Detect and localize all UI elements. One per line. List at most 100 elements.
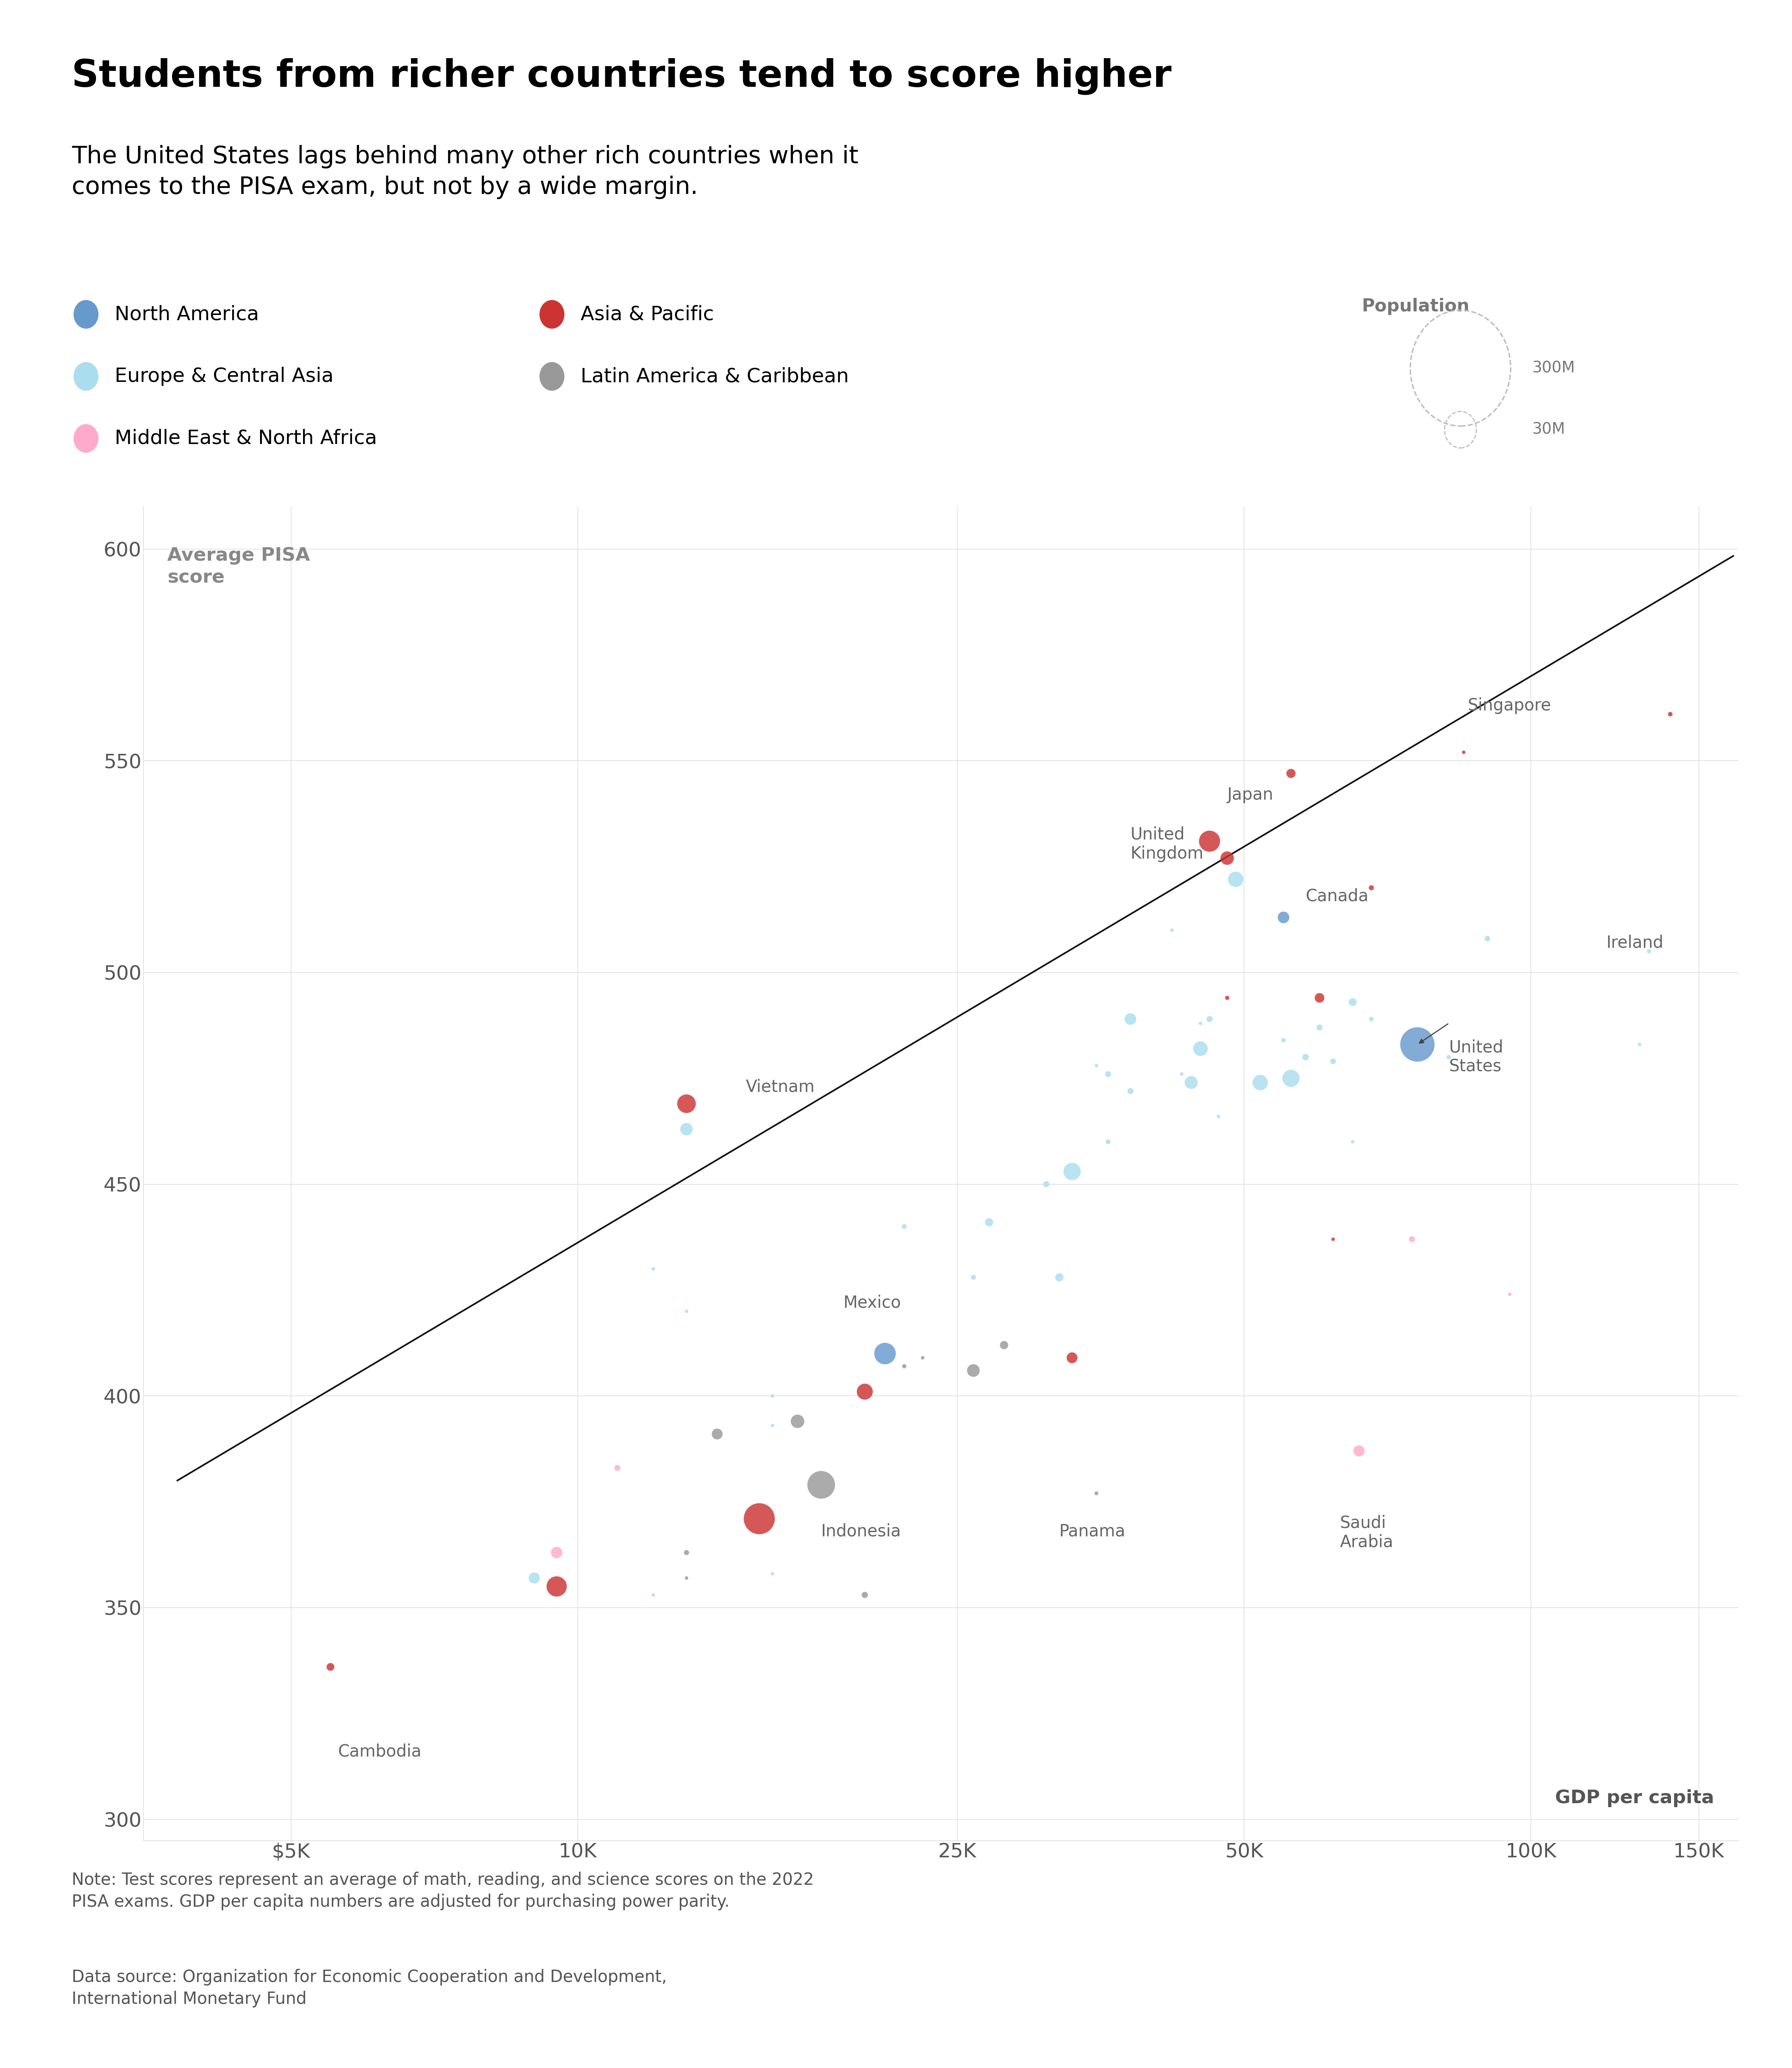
Point — [1158, 914, 1186, 947]
Point — [1082, 1048, 1111, 1082]
Point — [1222, 862, 1251, 895]
Point — [1339, 986, 1367, 1020]
Text: Cambodia: Cambodia — [339, 1743, 421, 1760]
Text: 30M: 30M — [1532, 422, 1564, 436]
Point — [1186, 1032, 1215, 1065]
Point — [1656, 697, 1684, 730]
Text: North America: North America — [115, 304, 260, 325]
Text: Canada: Canada — [1306, 887, 1369, 904]
Point — [1495, 1278, 1523, 1311]
Point — [1213, 982, 1242, 1015]
Point — [1116, 1003, 1145, 1036]
Point — [543, 1537, 572, 1570]
Point — [1093, 1057, 1122, 1090]
Point — [891, 1210, 919, 1243]
Text: Panama: Panama — [1059, 1522, 1125, 1541]
Point — [1082, 1477, 1111, 1510]
Point — [672, 1561, 701, 1594]
Point — [1305, 982, 1333, 1015]
Point — [1195, 1003, 1224, 1036]
Point — [1319, 1222, 1348, 1255]
Text: United
Kingdom: United Kingdom — [1131, 827, 1204, 862]
Text: Singapore: Singapore — [1468, 697, 1552, 713]
Point — [1057, 1154, 1086, 1187]
Point — [1269, 902, 1297, 935]
Text: Note: Test scores represent an average of math, reading, and science scores on t: Note: Test scores represent an average o… — [72, 1872, 814, 1911]
Text: Japan: Japan — [1228, 786, 1274, 802]
Point — [1634, 935, 1663, 968]
Point — [520, 1561, 548, 1594]
Point — [959, 1261, 987, 1295]
Point — [758, 1557, 787, 1590]
Point — [640, 1578, 668, 1611]
Point — [1339, 1125, 1367, 1158]
Point — [745, 1501, 774, 1534]
Point — [1269, 1024, 1297, 1057]
Text: Asia & Pacific: Asia & Pacific — [581, 304, 713, 325]
Text: Europe & Central Asia: Europe & Central Asia — [115, 366, 333, 387]
Point — [1057, 1342, 1086, 1375]
Point — [783, 1404, 812, 1437]
Point — [1357, 1003, 1385, 1036]
Point — [672, 1113, 701, 1146]
Point — [1357, 871, 1385, 904]
Text: Data source: Organization for Economic Cooperation and Development,
Internationa: Data source: Organization for Economic C… — [72, 1969, 667, 2008]
Point — [989, 1328, 1018, 1361]
Point — [1434, 1040, 1462, 1073]
Point — [1204, 1100, 1233, 1133]
Point — [1213, 842, 1242, 875]
Text: United
States: United States — [1448, 1038, 1503, 1075]
Point — [1032, 1168, 1061, 1202]
Point — [1177, 1065, 1206, 1098]
Point — [1305, 1011, 1333, 1044]
Text: Indonesia: Indonesia — [821, 1522, 901, 1541]
Point — [640, 1253, 668, 1286]
Point — [1167, 1057, 1195, 1090]
Point — [672, 1088, 701, 1121]
Point — [851, 1578, 880, 1611]
Point — [1398, 1222, 1426, 1255]
Point — [1625, 1028, 1654, 1061]
Text: The United States lags behind many other rich countries when it
comes to the PIS: The United States lags behind many other… — [72, 145, 858, 199]
Point — [806, 1468, 835, 1501]
Point — [959, 1355, 987, 1388]
Point — [1450, 736, 1478, 769]
Point — [1093, 1125, 1122, 1158]
Text: Saudi
Arabia: Saudi Arabia — [1340, 1514, 1394, 1551]
Text: Vietnam: Vietnam — [745, 1077, 815, 1096]
Point — [1319, 1044, 1348, 1077]
Point — [604, 1452, 633, 1485]
Point — [758, 1379, 787, 1412]
Point — [1195, 825, 1224, 858]
Point — [672, 1295, 701, 1328]
Text: Students from richer countries tend to score higher: Students from richer countries tend to s… — [72, 58, 1172, 95]
Point — [1344, 1435, 1373, 1468]
Text: Latin America & Caribbean: Latin America & Caribbean — [581, 366, 849, 387]
Point — [891, 1350, 919, 1383]
Point — [1276, 1061, 1305, 1094]
Text: Ireland: Ireland — [1606, 935, 1663, 951]
Text: Mexico: Mexico — [844, 1295, 901, 1311]
Point — [315, 1650, 344, 1683]
Point — [871, 1338, 900, 1371]
Point — [1045, 1261, 1073, 1295]
Point — [1245, 1065, 1274, 1098]
Point — [1093, 1125, 1122, 1158]
Point — [758, 1408, 787, 1441]
Point — [1116, 1075, 1145, 1108]
Point — [1276, 757, 1305, 790]
Point — [672, 1537, 701, 1570]
Text: Average PISA
score: Average PISA score — [167, 546, 310, 587]
Point — [909, 1342, 937, 1375]
Point — [543, 1570, 572, 1603]
Text: GDP per capita: GDP per capita — [1555, 1789, 1715, 1807]
Point — [1473, 922, 1502, 955]
Point — [702, 1417, 731, 1450]
Point — [851, 1375, 880, 1408]
Point — [1186, 1007, 1215, 1040]
Point — [1292, 1040, 1321, 1073]
Text: 300M: 300M — [1532, 360, 1575, 376]
Text: Middle East & North Africa: Middle East & North Africa — [115, 428, 376, 449]
Point — [1403, 1028, 1432, 1061]
Point — [975, 1206, 1004, 1239]
